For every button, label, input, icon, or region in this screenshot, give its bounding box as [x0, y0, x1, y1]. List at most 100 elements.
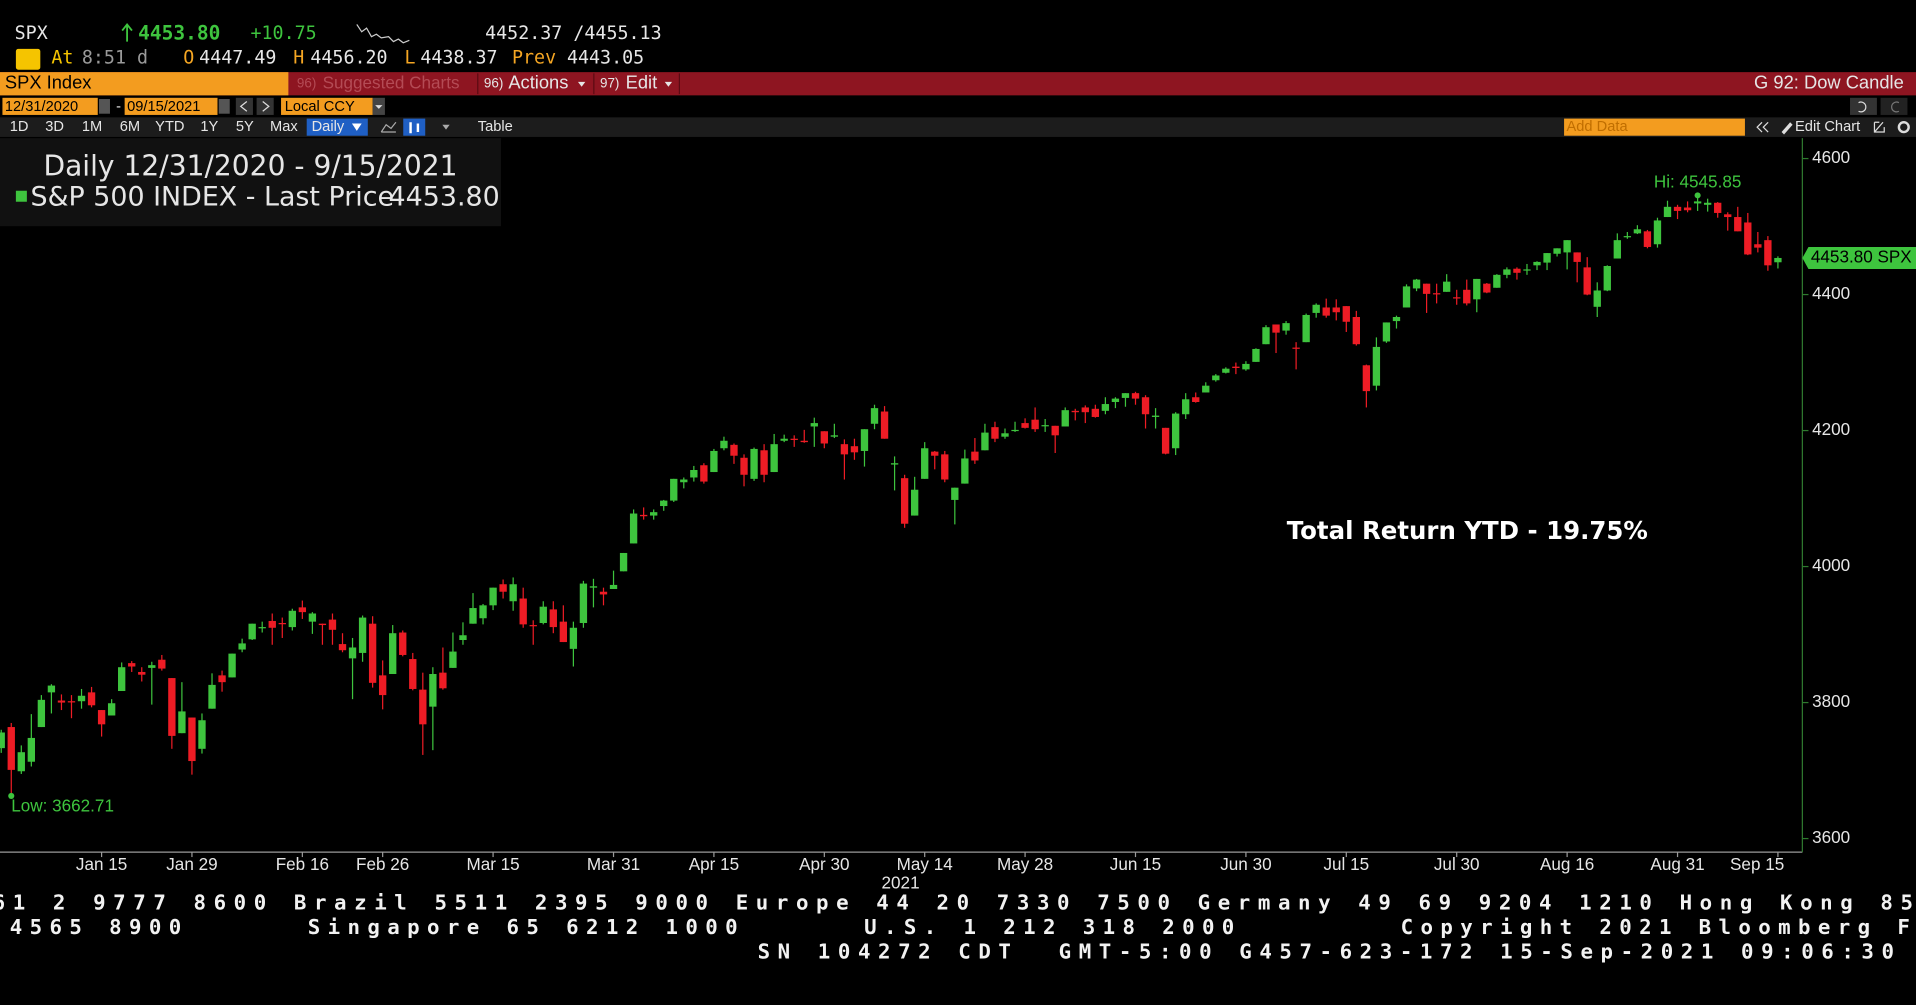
candle-body: [780, 438, 788, 441]
candle-body: [1322, 307, 1330, 316]
period-button[interactable]: YTD: [155, 119, 184, 135]
candle-body: [1061, 410, 1069, 427]
legend-swatch: [15, 190, 27, 202]
redo-button[interactable]: [1880, 97, 1908, 115]
candle-body: [1232, 366, 1240, 369]
calendar-icon[interactable]: [218, 99, 230, 114]
footer-line: SN 104272 CDT GMT-5:00 G457-623-172 15-S…: [758, 939, 1894, 963]
candle-body: [1583, 267, 1591, 295]
line-chart-icon[interactable]: [380, 121, 397, 133]
ticker: SPX: [15, 23, 48, 44]
candle-body: [168, 678, 176, 736]
x-tick-label: Aug 16: [1540, 855, 1594, 874]
period-button[interactable]: 1M: [82, 119, 102, 135]
candle-body: [248, 623, 256, 640]
candle-body: [1432, 293, 1441, 295]
candle-body: [469, 608, 477, 624]
dropdown-icon: [351, 123, 362, 131]
legend-last-price: 4453.80: [389, 182, 500, 213]
x-tick-label: Apr 30: [799, 855, 849, 874]
period-button[interactable]: 3D: [45, 119, 64, 135]
x-tick-label: Feb 26: [356, 855, 409, 874]
end-date-field[interactable]: [124, 97, 218, 115]
x-tick-label: Jun 30: [1220, 855, 1271, 874]
candle-body: [1673, 206, 1682, 211]
period-button[interactable]: 6M: [120, 119, 140, 135]
candle-body: [318, 623, 327, 626]
edit-chart-button[interactable]: Edit Chart: [1795, 119, 1860, 135]
candle-body: [810, 423, 818, 427]
plot-area: [0, 195, 1782, 796]
toolbar: [0, 117, 1916, 137]
candle-chart-button[interactable]: [403, 118, 426, 136]
table-button[interactable]: Table: [478, 119, 513, 135]
settings-icon[interactable]: [1897, 121, 1910, 134]
menu-key: 96): [297, 75, 316, 90]
menu-actions[interactable]: Actions: [508, 72, 568, 93]
y-tick-label: 4200: [1812, 420, 1850, 439]
open-label: O: [183, 48, 194, 69]
candle-body: [1744, 222, 1752, 255]
candle-body: [1483, 283, 1491, 293]
y-tick-label: 4000: [1812, 556, 1850, 575]
candle-body: [579, 583, 588, 624]
prev-label: Prev: [512, 48, 556, 69]
period-button[interactable]: Max: [270, 119, 298, 135]
candle-body: [1563, 240, 1571, 253]
candle-body: [559, 621, 568, 643]
candle-body: [1212, 375, 1220, 381]
security-field[interactable]: [0, 72, 289, 96]
dropdown-icon: [664, 81, 673, 87]
currency-field[interactable]: [281, 97, 373, 115]
candle-body: [1573, 252, 1581, 262]
back-button[interactable]: [235, 97, 253, 115]
candle-body: [599, 591, 608, 595]
last-price-tag-label: 4453.80 SPX: [1811, 247, 1912, 266]
period-button[interactable]: 1Y: [200, 119, 218, 135]
candle-body: [338, 644, 347, 651]
menu-suggested-charts[interactable]: Suggested Charts: [323, 73, 460, 92]
candle-body: [539, 606, 547, 624]
start-date: 12/31/2020: [5, 99, 78, 115]
currency: Local CCY: [285, 99, 355, 115]
calendar-icon[interactable]: [98, 99, 110, 114]
candle-body: [37, 699, 46, 728]
candle-body: [1362, 365, 1371, 392]
start-date-field[interactable]: [2, 97, 98, 115]
candle-body: [1754, 244, 1762, 248]
quote-time: 8:51 d: [82, 48, 148, 69]
edit-icon[interactable]: [1873, 121, 1885, 133]
add-data-field[interactable]: [1564, 118, 1745, 136]
dropdown-icon[interactable]: [442, 124, 450, 130]
candle-body: [850, 446, 859, 453]
candle-body: [660, 500, 668, 507]
menu-edit[interactable]: Edit: [626, 72, 658, 93]
candle-body: [499, 584, 507, 592]
candle-body: [308, 613, 317, 622]
frequency-button[interactable]: [306, 118, 368, 136]
candle-body: [1402, 286, 1411, 308]
candle-body: [419, 689, 427, 725]
candle-body: [348, 647, 357, 659]
dropdown-icon: [577, 81, 586, 87]
forward-button[interactable]: [256, 97, 274, 115]
candle-body: [268, 620, 276, 628]
candle-body: [1192, 397, 1200, 403]
candle-body: [148, 665, 156, 668]
period-button[interactable]: 5Y: [236, 119, 254, 135]
undo-button[interactable]: [1850, 97, 1877, 115]
y-tick-label: 3800: [1812, 692, 1850, 711]
high-marker: [1694, 192, 1701, 199]
candle-body: [1302, 314, 1310, 343]
candle-body: [1443, 281, 1451, 292]
candle-body: [589, 586, 598, 588]
candle-body: [1533, 261, 1541, 266]
pencil-icon: [1781, 122, 1793, 135]
dropdown-icon: [375, 105, 383, 109]
at-label: At: [51, 48, 73, 69]
candle-body: [238, 643, 246, 650]
candle-body: [509, 584, 517, 602]
collapse-icon[interactable]: [1756, 121, 1769, 133]
period-button[interactable]: 1D: [10, 119, 29, 135]
